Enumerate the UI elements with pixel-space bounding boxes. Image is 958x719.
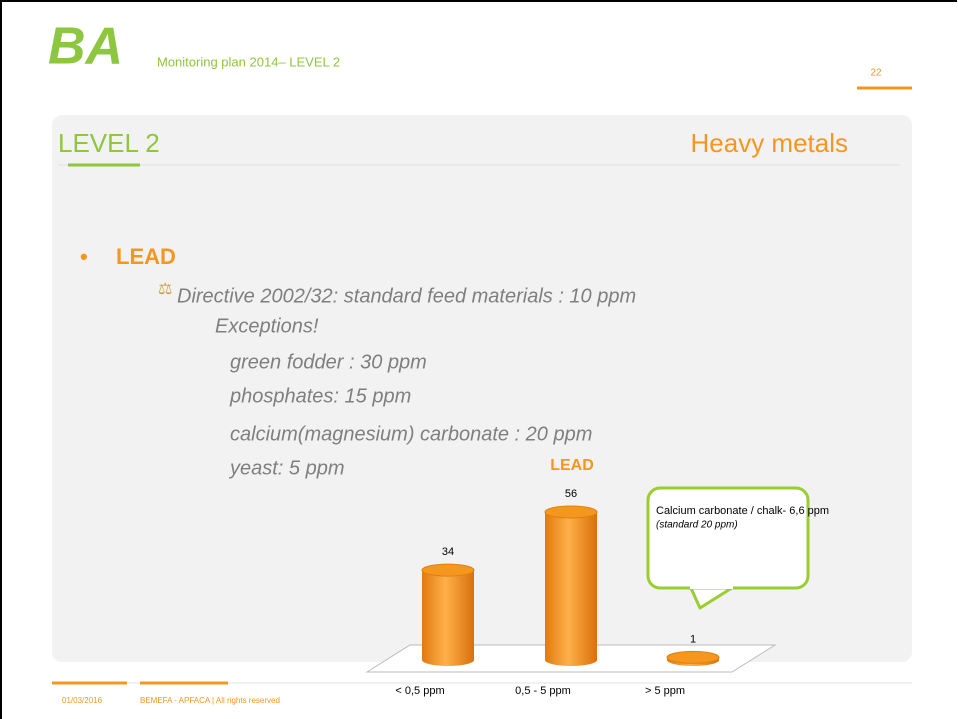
footer-date: 01/03/2016 bbox=[62, 696, 103, 705]
bullet-dot: • bbox=[80, 244, 88, 269]
bar-body bbox=[422, 570, 474, 666]
bar-top bbox=[421, 563, 475, 577]
chart-title: LEAD bbox=[550, 457, 594, 474]
value-label: 34 bbox=[442, 546, 454, 558]
x-tick-label: 0,5 - 5 ppm bbox=[515, 685, 571, 697]
bar bbox=[666, 650, 720, 666]
callout-join bbox=[690, 583, 733, 589]
icon: ⚖ bbox=[158, 281, 172, 298]
bar bbox=[544, 505, 598, 666]
footer-text: BEMEFA - APFACA | All rights reserved bbox=[140, 696, 280, 705]
bar bbox=[421, 563, 475, 666]
exceptions: Exceptions! bbox=[215, 315, 319, 337]
header-title: Monitoring plan 2014– LEVEL 2 bbox=[157, 54, 340, 69]
item: yeast: 5 ppm bbox=[228, 457, 345, 479]
logo: BA bbox=[48, 18, 123, 76]
slide-topic: Heavy metals bbox=[691, 128, 849, 158]
bar-top bbox=[666, 650, 720, 664]
x-tick-label: > 5 ppm bbox=[645, 685, 685, 697]
slide-title: LEVEL 2 bbox=[58, 128, 160, 158]
callout-text: Calcium carbonate / chalk- 6,6 ppm bbox=[656, 505, 829, 517]
bar-body bbox=[545, 512, 597, 666]
callout bbox=[646, 486, 810, 590]
bullet: LEAD bbox=[116, 244, 176, 269]
item: calcium(magnesium) carbonate : 20 ppm bbox=[230, 423, 592, 445]
callout-text: (standard 20 ppm) bbox=[656, 520, 738, 531]
x-tick-label: < 0,5 ppm bbox=[395, 685, 444, 697]
page-number: 22 bbox=[870, 68, 882, 79]
value-label: 56 bbox=[565, 488, 577, 500]
bar-top bbox=[544, 505, 598, 519]
directive: Directive 2002/32: standard feed materia… bbox=[177, 285, 636, 307]
item: green fodder : 30 ppm bbox=[230, 351, 427, 373]
value-label: 1 bbox=[690, 633, 696, 645]
item: phosphates: 15 ppm bbox=[229, 385, 411, 407]
